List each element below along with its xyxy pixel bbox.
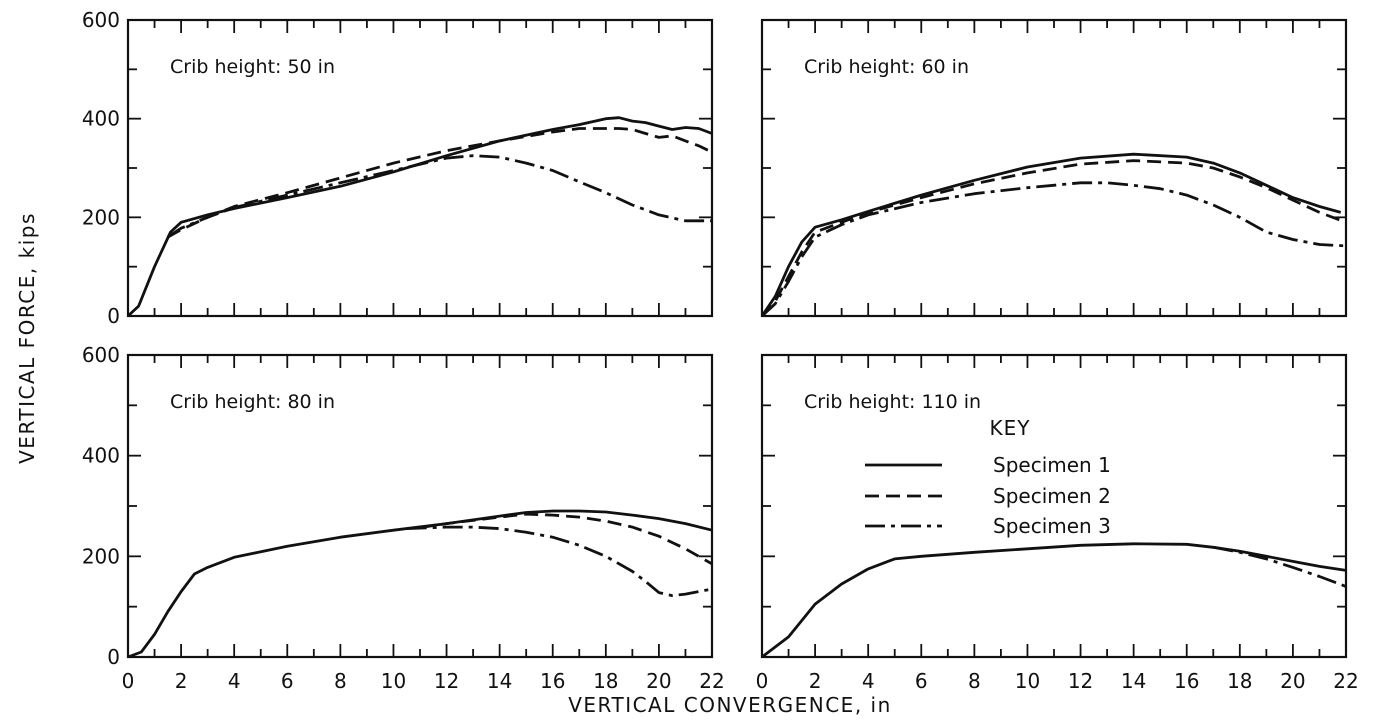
panel-4-x-tick-label: 4 (862, 669, 875, 693)
panel-3-series-specimen-3 (406, 525, 713, 597)
panel-3-title: Crib height: 80 in (170, 391, 335, 413)
panel-3-x-tick-label: 4 (228, 669, 241, 693)
legend-label-specimen-2: Specimen 2 (993, 484, 1111, 508)
panel-4-x-tick-label: 14 (1121, 669, 1146, 693)
panel-3-x-tick-label: 10 (381, 669, 406, 693)
panel-4-x-tick-label: 8 (968, 669, 981, 693)
panel-2: Crib height: 60 in (760, 18, 1348, 318)
panel-4-x-tick-label: 2 (809, 669, 822, 693)
panel-3-x-tick-label: 0 (122, 669, 135, 693)
panel-3-x-tick-label: 12 (434, 669, 459, 693)
panel-1-y-tick-label: 200 (82, 205, 120, 229)
panel-2-series-specimen-1 (760, 152, 1342, 317)
legend-key: KEY Specimen 1 Specimen 2 Specimen 3 (865, 416, 1111, 538)
panel-1: 0 200 400 600 Crib height: 50 in (82, 8, 714, 328)
panel-4-title: Crib height: 110 in (804, 391, 981, 413)
x-axis-label: VERTICAL CONVERGENCE, in (568, 693, 892, 717)
panel-1-y-tick-label: 0 (107, 304, 120, 328)
panel-3-series-specimen-2 (419, 512, 713, 566)
panel-1-series-specimen-3 (167, 154, 712, 239)
panel-3-x-tick-label: 2 (175, 669, 188, 693)
panel-4-x-tick-label: 0 (756, 669, 769, 693)
panel-3-series-specimen-1 (127, 509, 713, 659)
panel-4-series-specimen-1 (761, 542, 1347, 659)
panel-4-x-tick-label: 12 (1068, 669, 1093, 693)
panel-3-x-tick-label: 20 (646, 669, 671, 693)
panel-3-x-tick-label: 22 (699, 669, 724, 693)
panel-4-x-tick-label: 20 (1280, 669, 1305, 693)
legend-label-specimen-3: Specimen 3 (993, 514, 1111, 538)
panel-3-x-tick-label: 8 (334, 669, 347, 693)
y-axis-label: VERTICAL FORCE, kips (15, 212, 39, 464)
panel-3-y-tick-label: 0 (107, 645, 120, 669)
panel-1-y-tick-label: 600 (82, 8, 120, 32)
panel-2-title: Crib height: 60 in (804, 56, 969, 78)
panel-3-y-tick-label: 400 (82, 444, 120, 468)
panel-1-title: Crib height: 50 in (170, 56, 335, 78)
panel-4-x-tick-label: 10 (1015, 669, 1040, 693)
panel-1-y-tick-label: 400 (82, 107, 120, 131)
panel-2-series-specimen-3 (761, 181, 1347, 318)
legend-title: KEY (990, 416, 1031, 440)
legend-label-specimen-1: Specimen 1 (993, 453, 1111, 477)
panel-3-x-tick-label: 14 (487, 669, 512, 693)
panel-4-x-tick-label: 16 (1174, 669, 1199, 693)
panel-4-x-tick-label: 6 (915, 669, 928, 693)
panel-3-x-tick-label: 18 (593, 669, 618, 693)
panel-4-series-specimen-3 (1213, 545, 1347, 588)
panel-1-series-specimen-2 (167, 127, 713, 239)
panel-4-x-tick-label: 18 (1227, 669, 1252, 693)
panel-3: 0 2 4 6 8 10 12 14 16 18 20 22 0 200 400 600 Crib height… (82, 343, 725, 693)
panel-3-y-tick-label: 200 (82, 544, 120, 568)
panel-3-y-tick-label: 600 (82, 343, 120, 367)
panel-4-x-tick-label: 22 (1333, 669, 1358, 693)
panel-3-x-tick-label: 16 (540, 669, 565, 693)
panel-2-series-specimen-2 (760, 159, 1347, 317)
panel-3-x-tick-label: 6 (281, 669, 294, 693)
panel-4: 0 2 4 6 8 10 12 14 16 18 20 22 Crib height: 110 in (756, 353, 1359, 693)
panel-1-series-specimen-1 (127, 116, 713, 318)
